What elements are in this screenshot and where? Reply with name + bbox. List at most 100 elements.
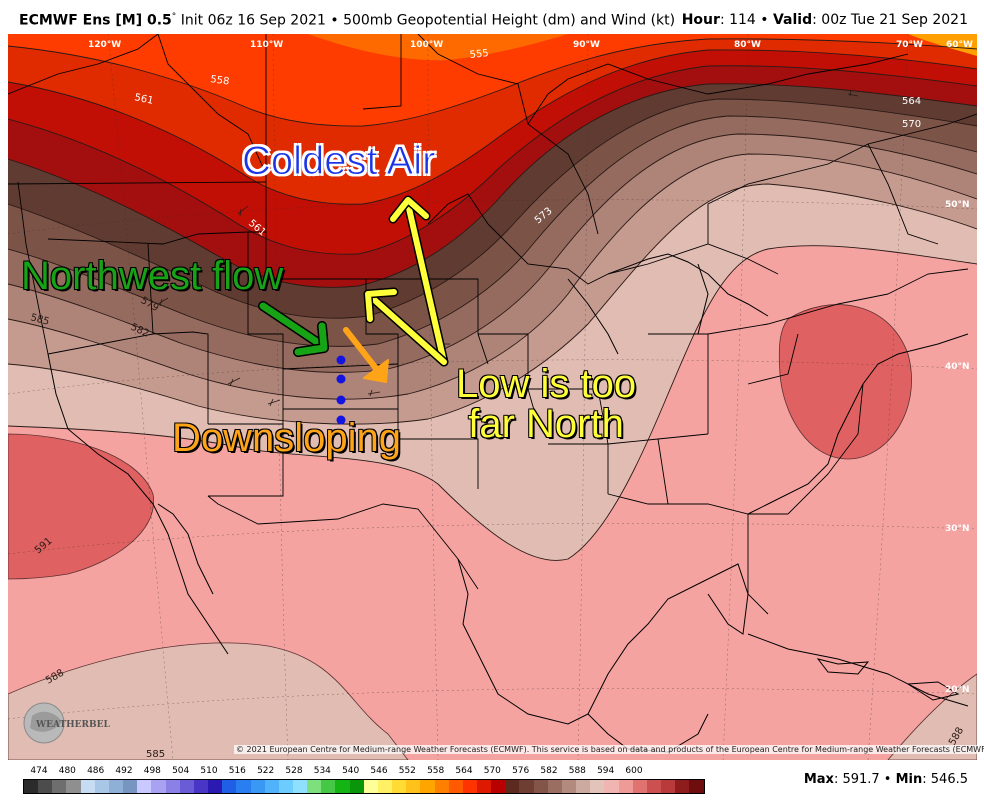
- colorbar-swatch: [491, 780, 506, 793]
- lon-label: 80°W: [734, 40, 761, 50]
- colorbar-swatch: [533, 780, 548, 793]
- colorbar-swatch: [179, 780, 194, 793]
- weatherbell-logo: WEATHERBELL: [23, 702, 110, 744]
- model-name: ECMWF Ens [M] 0.5: [19, 12, 172, 29]
- colorbar-swatch: [689, 780, 704, 793]
- colorbar-swatch: [505, 780, 520, 793]
- colorbar-label: 492: [115, 766, 133, 776]
- high-591-east: [778, 304, 912, 460]
- colorbar-swatch: [222, 780, 237, 793]
- colorbar-swatch: [632, 780, 647, 793]
- colorbar-label: 498: [143, 766, 161, 776]
- lat-labels: 50°N 40°N 30°N 20°N: [945, 200, 970, 695]
- colorbar-swatch: [321, 780, 336, 793]
- lon-label: 120°W: [88, 40, 121, 50]
- colorbar-label: 522: [257, 766, 275, 776]
- high-591-west: [8, 433, 154, 580]
- lat-label: 20°N: [945, 685, 970, 695]
- header-valid: Hour: 114 • Valid: 00z Tue 21 Sep 2021: [682, 12, 968, 28]
- colorbar-label: 528: [285, 766, 303, 776]
- lon-labels: 120°W 110°W 100°W 90°W 80°W 70°W 60°W: [88, 40, 973, 50]
- colorbar-swatch: [477, 780, 492, 793]
- colorbar-swatch: [618, 780, 633, 793]
- colorbar-swatch: [66, 780, 81, 793]
- annotation-low-line1: Low is too: [456, 362, 637, 406]
- colorbar-label: 576: [512, 766, 530, 776]
- colorbar-label: 486: [87, 766, 105, 776]
- lat-label: 40°N: [945, 362, 970, 372]
- colorbar-swatch: [349, 780, 364, 793]
- colorbar-swatch: [363, 780, 378, 793]
- colorbar-label: 600: [625, 766, 643, 776]
- colorbar-swatch: [24, 780, 39, 793]
- lon-label: 90°W: [573, 40, 600, 50]
- blue-dot: [336, 395, 346, 405]
- annotation-downsloping: Downsloping: [172, 416, 402, 460]
- lat-label: 50°N: [945, 200, 970, 210]
- colorbar-swatch: [151, 780, 166, 793]
- dotted-line: [336, 355, 346, 425]
- colorbar-swatch: [576, 780, 591, 793]
- colorbar-label: 582: [540, 766, 558, 776]
- colorbar-label: 594: [597, 766, 615, 776]
- colorbar-swatch: [377, 780, 393, 793]
- degree-mark: °: [171, 12, 177, 22]
- graticule: [8, 34, 977, 760]
- colorbar-swatch: [193, 780, 209, 793]
- annotation-arrows: [258, 195, 449, 383]
- colorbar-label: 546: [370, 766, 388, 776]
- political-boundaries: [8, 34, 977, 615]
- colorbar-label: 474: [30, 766, 48, 776]
- lat-label: 30°N: [945, 524, 970, 534]
- colorbar-labels: 474 480 486 492 498 504 510 516 522 528 534 540 546 5…: [23, 766, 703, 778]
- colorbar-label: 564: [455, 766, 473, 776]
- colorbar-swatch: [108, 780, 124, 793]
- contour-label: 564: [902, 96, 921, 107]
- lon-label: 70°W: [896, 40, 923, 50]
- contour-label: 555: [469, 48, 489, 61]
- hour-label: Hour: [681, 12, 720, 28]
- annotation-low-too-far-north: Low is too far North: [456, 364, 636, 444]
- weather-map: 558 561 555 564 570 561 573 579 582 585 …: [8, 34, 977, 760]
- colorbar-label: 570: [483, 766, 501, 776]
- colorbar-swatch: [80, 780, 95, 793]
- colorbar-swatch: [462, 780, 477, 793]
- colorbar-label: 552: [398, 766, 416, 776]
- logo-text: WEATHERBELL: [35, 720, 110, 730]
- colorbar-swatch: [547, 780, 562, 793]
- min-value: : 546.5: [922, 772, 968, 787]
- contour-label: 585: [146, 749, 165, 760]
- header-title: ECMWF Ens [M] 0.5° Init 06z 16 Sep 2021 …: [19, 12, 675, 29]
- annotation-northwest-flow: Northwest flow: [21, 254, 284, 298]
- max-value: : 591.7 •: [833, 772, 896, 787]
- colorbar-swatch: [250, 780, 265, 793]
- colorbar-swatch: [123, 780, 138, 793]
- min-label: Min: [895, 772, 923, 787]
- colorbar-swatch: [264, 780, 279, 793]
- colorbar-swatches: [23, 779, 705, 794]
- colorbar-swatch: [448, 780, 463, 793]
- lon-label: 110°W: [250, 40, 283, 50]
- colorbar-label: 558: [427, 766, 445, 776]
- colorbar-label: 540: [342, 766, 360, 776]
- colorbar-swatch: [519, 780, 534, 793]
- colorbar-swatch: [392, 780, 407, 793]
- colorbar-swatch: [434, 780, 449, 793]
- colorbar-swatch: [335, 780, 350, 793]
- colorbar-swatch: [675, 780, 690, 793]
- contour-label: 585: [29, 312, 50, 328]
- colorbar-swatch: [94, 780, 109, 793]
- colorbar-swatch: [604, 780, 619, 793]
- colorbar-label: 588: [568, 766, 586, 776]
- band-558: [8, 34, 977, 127]
- valid-label: Valid: [772, 12, 813, 28]
- init-text: Init 06z 16 Sep 2021 • 500mb Geopotentia…: [176, 12, 676, 29]
- max-label: Max: [803, 772, 834, 787]
- colorbar-swatch: [236, 780, 251, 793]
- colorbar-swatch: [307, 780, 322, 793]
- colorbar-swatch: [406, 780, 421, 793]
- lon-label: 100°W: [410, 40, 443, 50]
- colorbar-swatch: [52, 780, 67, 793]
- colorbar-swatch: [590, 780, 605, 793]
- colorbar-swatch: [292, 780, 308, 793]
